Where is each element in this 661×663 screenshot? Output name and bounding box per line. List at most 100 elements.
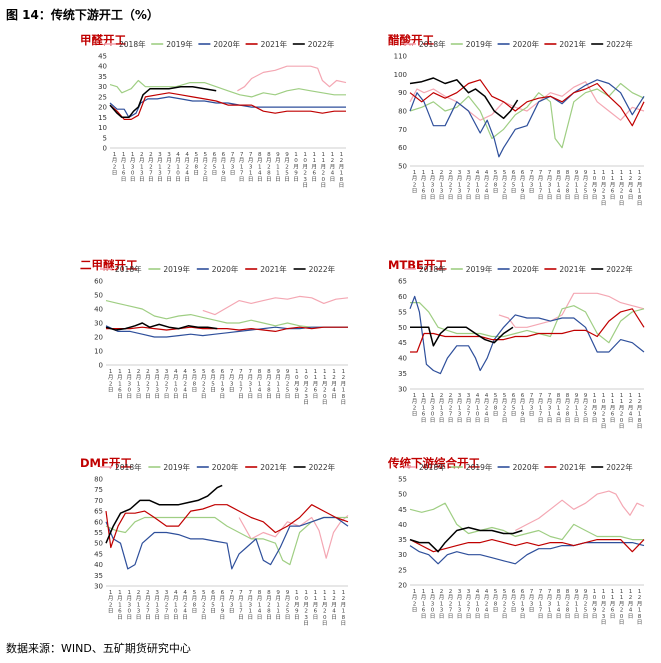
- y-tick-label: 40: [398, 521, 407, 529]
- y-tick-label: 65: [94, 508, 103, 516]
- y-tick-label: 15: [98, 114, 107, 122]
- legend-label: 2020年: [212, 264, 239, 274]
- y-tick-label: 35: [398, 536, 407, 544]
- y-tick-label: 0: [99, 362, 103, 370]
- y-tick-label: 40: [398, 355, 407, 363]
- y-tick-label: 45: [398, 506, 407, 514]
- legend-label: 2021年: [559, 462, 586, 472]
- legend-label: 2022年: [606, 264, 633, 274]
- y-tick-label: 5: [103, 134, 107, 142]
- series-line-2020: [409, 295, 645, 375]
- legend-label: 2022年: [308, 39, 335, 49]
- legend: 2018年 2019年 2020年 2021年 2022年: [100, 462, 336, 472]
- series-line-2018: [202, 295, 349, 316]
- y-tick-label: 20: [94, 334, 103, 342]
- y-tick-label: 30: [98, 83, 107, 91]
- panel-mtbe: MTBE开工 2018年 2019年 2020年 2021年 2022年 30 35 40 45…: [388, 257, 648, 432]
- panel-composite: 传统下游综合开工 2018年 2019年 2020年 2021年 2022年 20 25 30…: [388, 455, 648, 630]
- panel-acetic-acid: 醋酸开工 2018年 2019年 2020年 2021年 2022年 50 60 70 80 90…: [388, 32, 648, 207]
- legend-label: 2022年: [309, 264, 336, 274]
- legend-label: 2019年: [163, 462, 190, 472]
- legend: 2018年 2019年 2020年 2021年 2022年: [404, 39, 633, 49]
- series-line-2018: [237, 65, 347, 92]
- series-line-2021: [109, 92, 346, 121]
- y-tick-label: 110: [394, 53, 407, 61]
- panel-title: 二甲醚开工: [80, 258, 138, 272]
- y-tick-label: 25: [98, 93, 107, 101]
- y-tick-label: 50: [398, 324, 407, 332]
- series-line-2022: [105, 322, 218, 331]
- y-tick-label: 30: [398, 386, 407, 394]
- y-tick-label: 35: [398, 370, 407, 378]
- y-tick-label: 30: [398, 551, 407, 559]
